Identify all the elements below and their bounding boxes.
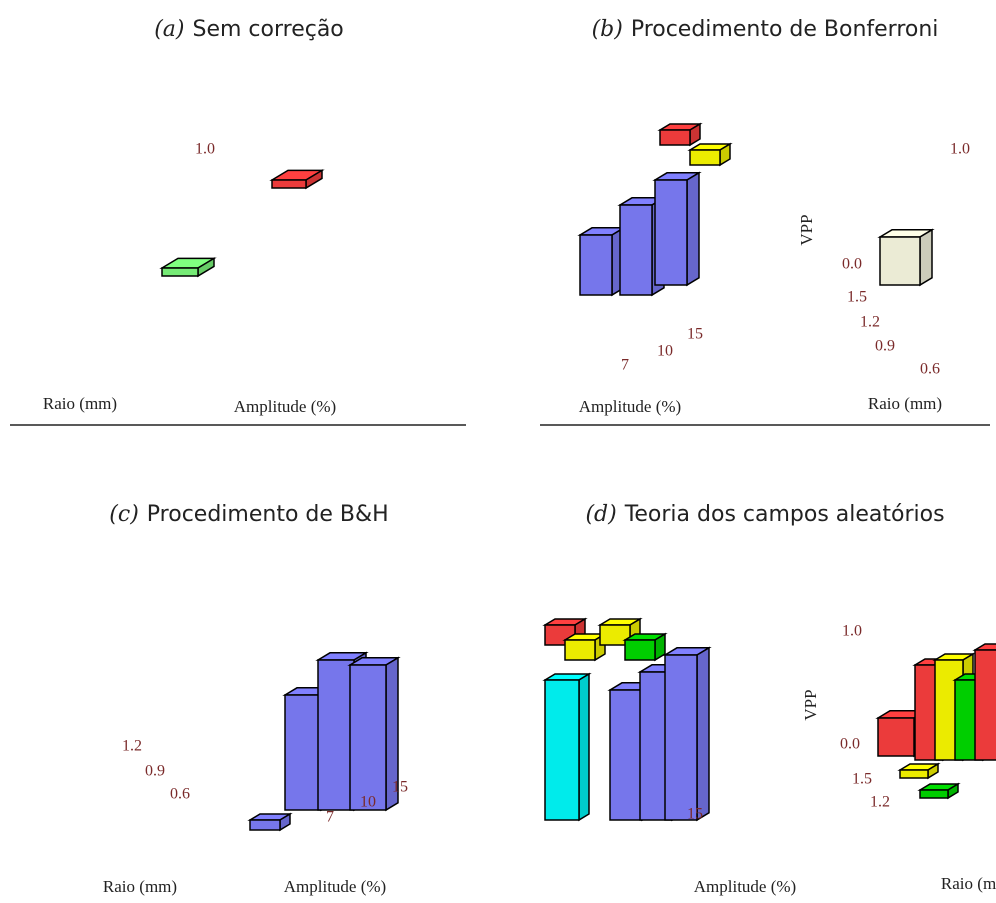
bar-front bbox=[349, 664, 387, 811]
bar-front bbox=[619, 204, 653, 296]
bar-front bbox=[974, 649, 996, 761]
bar-front bbox=[564, 639, 596, 661]
bar-front bbox=[659, 129, 691, 146]
bar-side bbox=[578, 672, 590, 822]
bar-front bbox=[271, 179, 307, 189]
bar-front bbox=[877, 717, 915, 757]
panel-title: Sem correção bbox=[193, 17, 344, 42]
tick-label: 0.6 bbox=[920, 361, 940, 378]
panel-caption: (a) Sem correção bbox=[154, 17, 344, 42]
panel-title: Teoria dos campos aleatórios bbox=[624, 502, 945, 527]
tick-label: 15 bbox=[392, 779, 408, 796]
tick-label: 1.0 bbox=[195, 141, 215, 158]
tick-label: 10 bbox=[657, 343, 673, 360]
panel-label: (d) bbox=[585, 502, 616, 527]
bar-front bbox=[919, 789, 949, 799]
panel: 1.20.9 0.6 15 10 7 Raio (mm) Amplitude (%) bbox=[103, 651, 408, 896]
axis-label: Raio (mm) bbox=[868, 394, 942, 413]
tick-label: 15 bbox=[687, 806, 703, 823]
panel: 1.0 VPP 0.0 1.5 1.2 0.9 0.6 15 10 7 Amplitude (%) R… bbox=[577, 122, 970, 416]
tick-label: 0.0 bbox=[840, 736, 860, 753]
bar-front bbox=[317, 659, 355, 811]
bar-front bbox=[599, 624, 631, 646]
tick-label: 10 bbox=[360, 794, 376, 811]
panel-label: (a) bbox=[154, 17, 184, 42]
tick-label: 0.9 bbox=[145, 763, 165, 780]
axis-label: Raio (mm) bbox=[43, 394, 117, 413]
tick-label: 7 bbox=[621, 357, 629, 374]
tick-label: 7 bbox=[326, 809, 334, 826]
panel-title: Procedimento de B&H bbox=[147, 502, 389, 527]
panel-caption: (b) Procedimento de Bonferroni bbox=[592, 17, 939, 42]
tick-label: 1.5 bbox=[852, 771, 872, 788]
panel: 1.0 VPP 0.0 1.5 1.2 15 Amplitude (%) Raio (mm) bbox=[542, 617, 996, 896]
panel-caption: (d) Teoria dos campos aleatórios bbox=[585, 502, 944, 527]
axis-label: Amplitude (%) bbox=[284, 877, 386, 896]
bar-front bbox=[624, 639, 656, 661]
tick-label: 15 bbox=[687, 326, 703, 343]
bar-side bbox=[919, 228, 933, 287]
bar-front bbox=[899, 769, 929, 779]
tick-label: 1.0 bbox=[842, 623, 862, 640]
axis-label: Raio (mm) bbox=[103, 877, 177, 896]
axis-label: Amplitude (%) bbox=[579, 397, 681, 416]
tick-label: 0.6 bbox=[170, 786, 190, 803]
bar-front bbox=[609, 689, 643, 821]
tick-label: 0.0 bbox=[842, 256, 862, 273]
tick-label: 1.2 bbox=[870, 794, 890, 811]
axis-label: Raio (mm) bbox=[941, 874, 996, 893]
tick-label: 1.2 bbox=[860, 314, 880, 331]
axis-label: VPP bbox=[797, 214, 816, 245]
bar-front bbox=[544, 679, 580, 821]
bar-front bbox=[249, 819, 281, 831]
tick-label: 1.5 bbox=[847, 289, 867, 306]
bar-top bbox=[972, 643, 996, 651]
axis-label: VPP bbox=[801, 689, 820, 720]
bar-front bbox=[654, 179, 688, 286]
tick-label: 1.2 bbox=[122, 738, 142, 755]
axis-label: Amplitude (%) bbox=[234, 397, 336, 416]
bar-front bbox=[664, 654, 698, 821]
bar-front bbox=[579, 234, 613, 296]
bar-side bbox=[686, 171, 700, 287]
bar-front bbox=[161, 267, 199, 277]
panel-label: (b) bbox=[592, 17, 623, 42]
tick-label: 1.0 bbox=[950, 141, 970, 158]
panel-label: (c) bbox=[109, 502, 139, 527]
axis-label: Amplitude (%) bbox=[694, 877, 796, 896]
panel-title: Procedimento de Bonferroni bbox=[631, 17, 939, 42]
bar-front bbox=[284, 694, 322, 811]
bar-front bbox=[689, 149, 721, 166]
tick-label: 0.9 bbox=[875, 338, 895, 355]
bar-front bbox=[879, 236, 921, 286]
panel-caption: (c) Procedimento de B&H bbox=[109, 502, 388, 527]
panel: 1.0 Raio (mm) Amplitude (%) bbox=[43, 141, 336, 416]
bar-side bbox=[696, 646, 710, 822]
